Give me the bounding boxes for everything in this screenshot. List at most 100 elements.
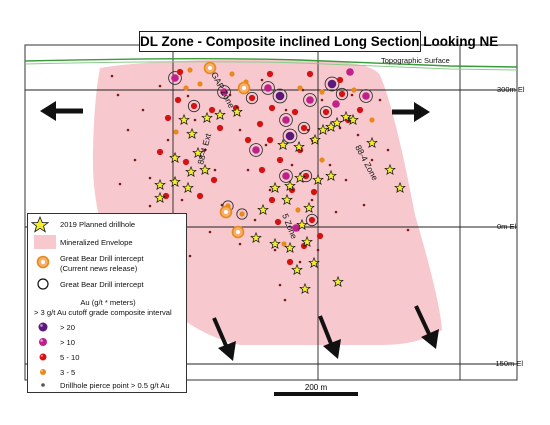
pierce-point	[118, 182, 122, 186]
planned-drillhole-star-icon	[293, 140, 305, 152]
pierce-point	[180, 198, 184, 202]
pierce-point	[370, 158, 374, 162]
intercept-gt10	[282, 116, 290, 124]
pierce-point	[246, 168, 250, 172]
intercept-3-5	[173, 129, 179, 135]
legend-symbols	[30, 215, 56, 387]
planned-drillhole-star-icon	[301, 235, 313, 247]
legend-class-gt10: > 10	[60, 338, 75, 347]
pierce-point	[186, 94, 190, 98]
intercept-5-10	[306, 70, 314, 78]
intercept-ring	[187, 99, 201, 113]
planned-drillhole-star-icon	[347, 113, 359, 125]
intercept-3-5	[369, 117, 375, 123]
intercept-5-10	[310, 188, 318, 196]
planned-drillhole-star-icon	[308, 256, 320, 268]
pierce-swatch	[41, 383, 45, 387]
intercept-5-10	[322, 108, 330, 116]
pierce-point	[316, 248, 320, 252]
intercept-gt10	[171, 74, 179, 82]
pierce-point	[298, 260, 302, 264]
intercept-gt10	[292, 224, 300, 232]
planned-drillhole-star-icon	[317, 123, 329, 135]
intercept-5-10	[266, 136, 274, 144]
planned-drillholes	[154, 105, 406, 294]
planned-drillhole-star-icon	[332, 275, 344, 287]
intercept-3-5	[197, 81, 203, 87]
planned-drillhole-star-icon	[284, 179, 296, 191]
intercept-ring	[261, 81, 275, 95]
intercept-gt10	[264, 84, 272, 92]
intercept-ring	[249, 143, 263, 157]
pierce-point	[334, 210, 338, 214]
planned-drillhole-star-icon	[294, 171, 306, 183]
pierce-point	[208, 230, 212, 234]
legend: 2019 Planned drillhole Mineralized Envel…	[27, 213, 187, 393]
pierce-point	[283, 298, 287, 302]
planned-drillhole-star-icon	[269, 237, 281, 249]
pierce-point	[273, 248, 277, 252]
intercept-3-5	[319, 157, 325, 163]
intercept-gt20	[327, 79, 337, 89]
pierce-point	[203, 148, 207, 152]
pierce-point	[278, 283, 282, 287]
intercept-5-10	[338, 90, 346, 98]
intercept-ring	[168, 71, 182, 85]
planned-drillhole-star-icon	[199, 163, 211, 175]
pierce-point	[213, 168, 217, 172]
pierce-point	[338, 126, 342, 130]
planned-drillhole-star-icon	[366, 136, 378, 148]
current-intercept-core	[41, 260, 45, 264]
planned-drillhole-star-icon	[169, 175, 181, 187]
pierce-point	[264, 143, 268, 147]
intercept-gt20	[275, 91, 285, 101]
planned-drillhole-star-icon	[312, 173, 324, 185]
intercept-5-10	[268, 104, 276, 112]
planned-drillhole-star-icon	[277, 138, 289, 150]
intercept-gt10	[306, 96, 314, 104]
intercept-5-10	[210, 176, 218, 184]
intercept-5-10	[256, 120, 264, 128]
intercept-ring	[324, 76, 340, 92]
arrow-left-icon	[40, 101, 83, 121]
intercept-5-10	[196, 192, 204, 200]
pierce-point	[290, 163, 294, 167]
legend-class-3-5: 3 - 5	[60, 368, 76, 377]
intercept-3-5	[297, 85, 303, 91]
intercept-3-5	[351, 87, 357, 93]
intercept-3-5	[281, 241, 287, 247]
planned-drillhole-star-icon	[296, 218, 308, 230]
planned-drillhole-star-icon	[303, 201, 315, 213]
legend-current-1: Great Bear Drill intercept	[60, 254, 144, 263]
legend-class-5-10: 5 - 10	[60, 353, 80, 362]
pierce-point	[268, 188, 272, 192]
g3-5-highlight	[41, 370, 43, 372]
intercept-5-10	[208, 106, 216, 114]
intercept-5-10	[356, 106, 364, 114]
planned-drillhole-star-icon	[201, 111, 213, 123]
intercept-5-10	[216, 124, 224, 132]
legend-intercept: Great Bear Drill intercept	[60, 280, 144, 289]
current-intercept-core	[236, 230, 240, 234]
intercept-gt10	[220, 88, 228, 96]
pierce-point	[133, 158, 137, 162]
legend-au-heading: Au (g/t * meters)	[80, 298, 136, 307]
elevation-label-0: 0m El	[497, 222, 517, 231]
intercept-ring	[305, 213, 319, 227]
pierce-point	[310, 198, 314, 202]
planned-drillhole-star-icon	[182, 181, 194, 193]
intercept-5-10	[316, 232, 324, 240]
pierce-point	[238, 128, 242, 132]
intercept-5-10	[291, 108, 299, 116]
intercept-5-10	[164, 114, 172, 122]
planned-drillhole-star-icon	[178, 113, 190, 125]
planned-drillhole-star-icon	[185, 165, 197, 177]
arrow-right-icon	[392, 102, 430, 122]
intercept-ring	[297, 121, 311, 135]
pierce-point	[350, 93, 354, 97]
scale-label: 200 m	[304, 383, 328, 392]
intercept-gt10	[252, 146, 260, 154]
current-intercept-core	[242, 86, 246, 90]
pierce-point	[238, 242, 242, 246]
intercept-ring	[282, 128, 298, 144]
